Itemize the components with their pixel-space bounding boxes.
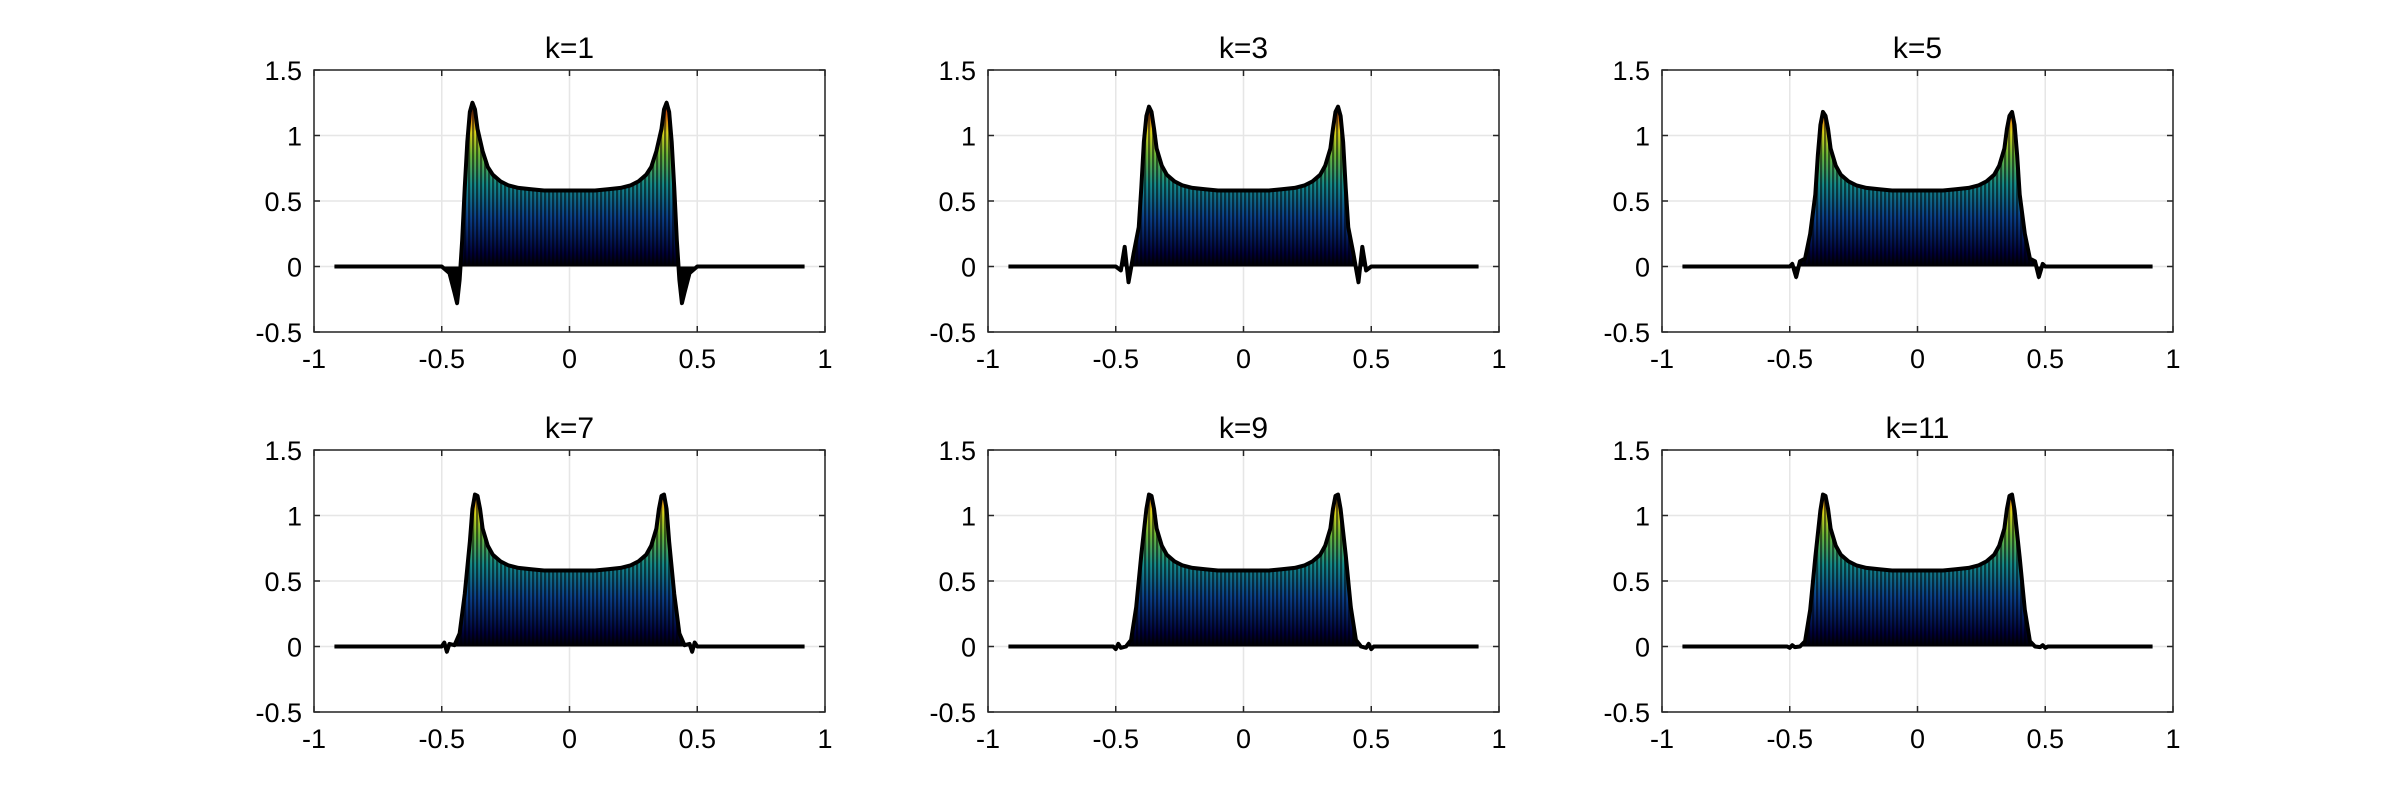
subplot-4: -1 -0.5 0 0.5 1-0.500.511.5k=7 xyxy=(255,412,832,754)
x-tick-label: 1 xyxy=(2165,344,2180,374)
y-tick-label: 1.5 xyxy=(1612,56,1650,86)
y-tick-label: -0.5 xyxy=(929,698,976,728)
y-tick-label: 1.5 xyxy=(264,56,302,86)
y-tick-label: 0 xyxy=(961,253,976,283)
y-tick-label: -0.5 xyxy=(255,318,302,348)
x-tick-label: 0 xyxy=(1236,724,1251,754)
y-tick-label: -0.5 xyxy=(255,698,302,728)
subplot-1: -1 -0.5 0 0.5 1-0.500.511.5k=1 xyxy=(255,32,832,374)
x-tick-label: 0 xyxy=(1910,724,1925,754)
profile-hatching xyxy=(1682,111,2153,277)
y-tick-label: 0.5 xyxy=(1612,187,1650,217)
x-tick-label: -0.5 xyxy=(1766,344,1813,374)
subplot-6: -1 -0.5 0 0.5 1-0.500.511.5k=11 xyxy=(1603,412,2180,754)
x-tick-label: -0.5 xyxy=(1092,344,1139,374)
subplot-title: k=9 xyxy=(1219,412,1268,445)
x-tick-label: -0.5 xyxy=(418,344,465,374)
x-tick-label: 0.5 xyxy=(678,724,716,754)
subplot-2: -1 -0.5 0 0.5 1-0.500.511.5k=3 xyxy=(929,32,1506,374)
profile-hatching xyxy=(334,102,805,304)
profile-outline xyxy=(334,493,805,655)
x-tick-label: -1 xyxy=(976,344,1000,374)
subplot-3: -1 -0.5 0 0.5 1-0.500.511.5k=5 xyxy=(1603,32,2180,374)
y-tick-label: 0 xyxy=(1635,633,1650,663)
x-tick-label: -1 xyxy=(302,724,326,754)
profile-hatching xyxy=(1008,106,1479,283)
y-tick-label: 0 xyxy=(287,633,302,663)
x-tick-label: -0.5 xyxy=(418,724,465,754)
y-tick-label: 0.5 xyxy=(938,567,976,597)
x-tick-label: 1 xyxy=(817,344,832,374)
y-tick-label: 1.5 xyxy=(264,436,302,466)
y-tick-label: -0.5 xyxy=(929,318,976,348)
x-tick-label: -0.5 xyxy=(1766,724,1813,754)
subplot-title: k=7 xyxy=(545,412,594,445)
x-tick-label: 0 xyxy=(1236,344,1251,374)
y-tick-label: 1 xyxy=(1635,122,1650,152)
x-tick-label: 1 xyxy=(1491,344,1506,374)
y-tick-label: 0 xyxy=(1635,253,1650,283)
x-tick-label: 0.5 xyxy=(678,344,716,374)
subplot-title: k=1 xyxy=(545,32,594,65)
x-tick-label: 0 xyxy=(562,724,577,754)
y-tick-label: 1 xyxy=(287,502,302,532)
profile-outline xyxy=(334,100,805,304)
y-tick-label: 1 xyxy=(287,122,302,152)
profile-outline xyxy=(1008,493,1479,651)
x-tick-label: 0.5 xyxy=(1352,724,1390,754)
y-tick-label: 0.5 xyxy=(1612,567,1650,597)
x-tick-label: -0.5 xyxy=(1092,724,1139,754)
subplot-title: k=3 xyxy=(1219,32,1268,65)
x-tick-label: -1 xyxy=(1650,344,1674,374)
subplot-5: -1 -0.5 0 0.5 1-0.500.511.5k=9 xyxy=(929,412,1506,754)
y-tick-label: 1.5 xyxy=(1612,436,1650,466)
x-tick-label: -1 xyxy=(302,344,326,374)
x-tick-label: 0 xyxy=(1910,344,1925,374)
profile-outline xyxy=(1682,109,2153,280)
x-tick-label: -1 xyxy=(976,724,1000,754)
y-tick-label: -0.5 xyxy=(1603,318,1650,348)
y-tick-label: 0.5 xyxy=(264,187,302,217)
y-tick-label: 1 xyxy=(961,502,976,532)
y-tick-label: -0.5 xyxy=(1603,698,1650,728)
subplot-title: k=5 xyxy=(1893,32,1942,65)
y-tick-label: 1 xyxy=(1635,502,1650,532)
x-tick-label: 1 xyxy=(2165,724,2180,754)
x-tick-label: 0 xyxy=(562,344,577,374)
y-tick-label: 0 xyxy=(287,253,302,283)
y-tick-label: 1.5 xyxy=(938,56,976,86)
y-tick-label: 1 xyxy=(961,122,976,152)
profile-hatching xyxy=(334,494,805,652)
profile-outline xyxy=(1682,493,2153,649)
profile-outline xyxy=(1008,104,1479,283)
x-tick-label: 0.5 xyxy=(1352,344,1390,374)
y-tick-label: 0.5 xyxy=(938,187,976,217)
y-tick-label: 0.5 xyxy=(264,567,302,597)
x-tick-label: 0.5 xyxy=(2026,344,2064,374)
x-tick-label: 0.5 xyxy=(2026,724,2064,754)
x-tick-label: -1 xyxy=(1650,724,1674,754)
y-tick-label: 0 xyxy=(961,633,976,663)
y-tick-label: 1.5 xyxy=(938,436,976,466)
subplot-title: k=11 xyxy=(1886,412,1950,445)
x-tick-label: 1 xyxy=(817,724,832,754)
x-tick-label: 1 xyxy=(1491,724,1506,754)
